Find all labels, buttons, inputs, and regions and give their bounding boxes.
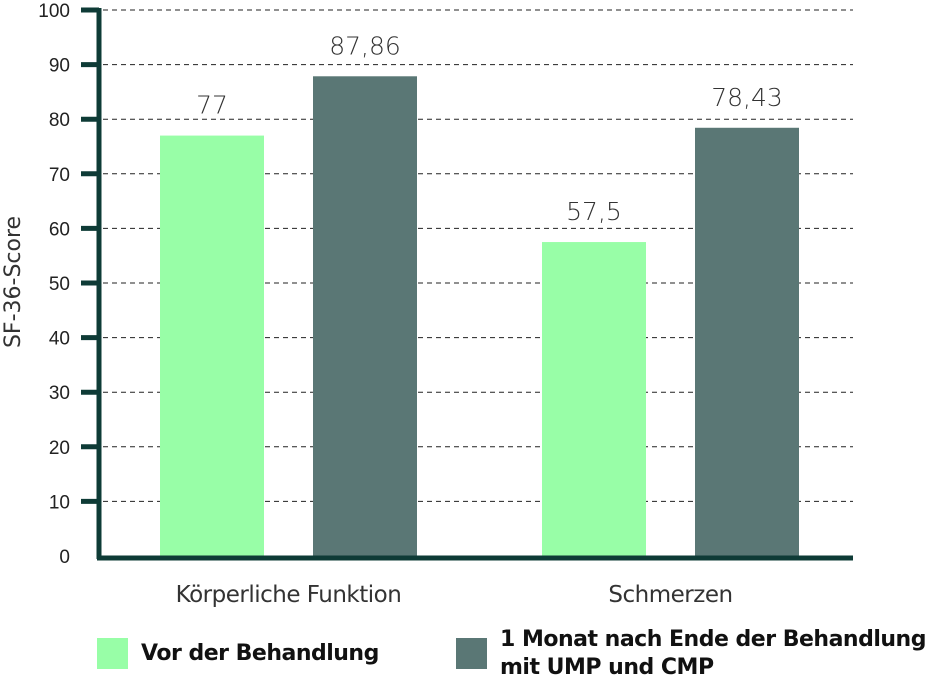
legend-label-after-line1: 1 Monat nach Ende der Behandlung [500, 627, 926, 652]
y-tick-label: 60 [49, 219, 70, 240]
legend-item-after: 1 Monat nach Ende der Behandlung mit UMP… [456, 626, 926, 682]
y-tick-label: 90 [49, 56, 70, 77]
x-category-label: Körperliche Funktion [176, 582, 402, 608]
bar-before [542, 242, 646, 557]
bar-value-label: 77 [196, 91, 228, 120]
legend-item-before: Vor der Behandlung [97, 636, 379, 669]
y-axis-label: SF-36-Score [1, 216, 26, 348]
y-tick-label: 10 [49, 492, 70, 513]
y-tick-label: 0 [59, 547, 70, 568]
bar-after [313, 76, 417, 557]
y-tick-label: 30 [49, 383, 70, 404]
legend-swatch-after [456, 638, 487, 669]
bar-before [160, 135, 264, 556]
bar-value-label: 87,86 [329, 31, 401, 60]
y-tick-label: 40 [49, 329, 70, 350]
y-tick-label: 50 [49, 274, 70, 295]
y-tick-label: 80 [49, 110, 70, 131]
bar-after [695, 127, 799, 556]
legend-swatch-before [97, 638, 128, 669]
x-category-label: Schmerzen [608, 582, 732, 608]
y-tick-label: 70 [49, 165, 70, 186]
legend-label-before: Vor der Behandlung [141, 641, 379, 666]
y-tick-label: 100 [38, 1, 70, 22]
legend-label-after-line2: mit UMP und CMP [500, 655, 714, 680]
y-tick-label: 20 [49, 438, 70, 459]
bar-value-label: 78,43 [711, 83, 783, 112]
bar-value-label: 57,5 [566, 197, 622, 226]
